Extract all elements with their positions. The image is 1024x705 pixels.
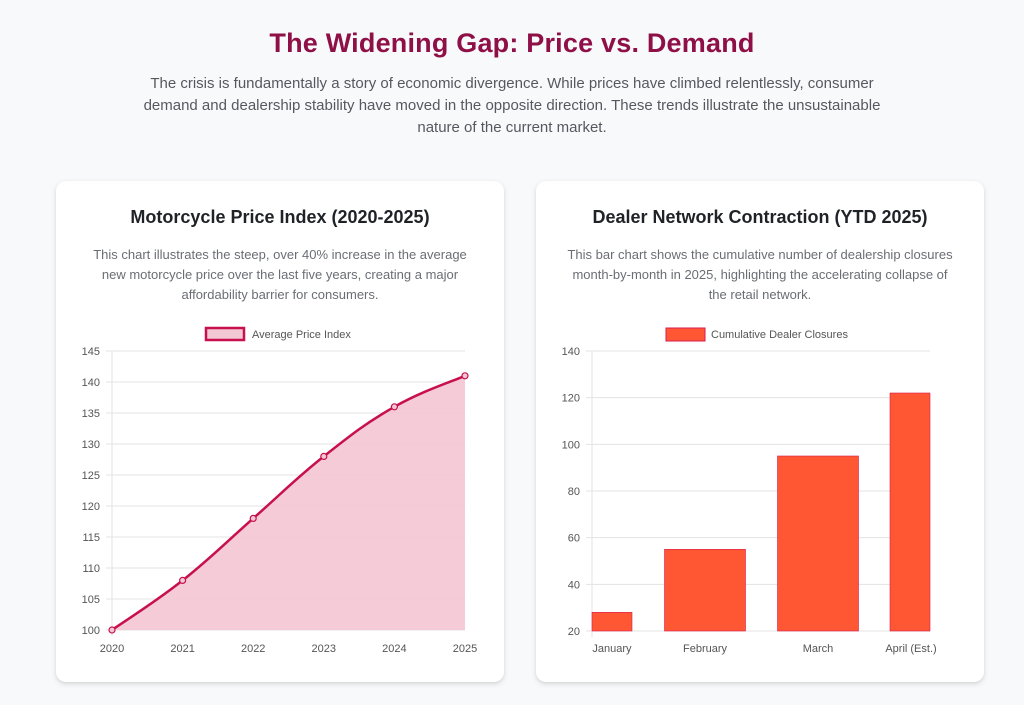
- x-tick-label: January: [592, 643, 632, 655]
- dealer-closures-card: Dealer Network Contraction (YTD 2025) Th…: [536, 181, 984, 682]
- legend-label: Cumulative Dealer Closures: [711, 329, 848, 341]
- area-fill: [112, 375, 465, 630]
- legend-swatch: [665, 327, 706, 342]
- y-tick-label: 140: [562, 346, 580, 358]
- y-tick-label: 100: [562, 439, 580, 451]
- y-tick-label: 80: [568, 486, 580, 498]
- data-point-2021: [178, 576, 187, 584]
- x-tick-label: 2021: [170, 643, 194, 655]
- y-tick-label: 105: [82, 594, 100, 606]
- card-description: This bar chart shows the cumulative numb…: [567, 247, 953, 302]
- x-tick-label: March: [803, 643, 834, 655]
- y-tick-label: 120: [82, 501, 100, 513]
- x-tick-label: 2025: [453, 643, 477, 655]
- y-tick-label: 135: [82, 408, 100, 420]
- page-title: The Widening Gap: Price vs. Demand: [269, 28, 755, 58]
- page-header: The Widening Gap: Price vs. Demand The c…: [0, 28, 1024, 139]
- data-point-2022: [249, 514, 257, 522]
- x-tick-label: 2022: [241, 643, 265, 655]
- bar-february: [664, 549, 746, 632]
- data-point-2025: [461, 372, 469, 380]
- x-tick-label: April (Est.): [885, 643, 936, 655]
- card-title: Dealer Network Contraction (YTD 2025): [592, 207, 928, 227]
- price-index-line-chart: Average Price Index 100 105 110 115 120 125 130…: [82, 326, 477, 655]
- legend-label: Average Price Index: [252, 329, 351, 341]
- dealer-closures-bar-chart: Cumulative Dealer Closures 20 40 60 80 100 120…: [562, 327, 937, 655]
- y-tick-label: 145: [82, 346, 100, 358]
- y-tick-label: 100: [82, 625, 100, 637]
- bar-april-est-: [889, 392, 931, 632]
- y-tick-label: 125: [82, 470, 100, 482]
- y-tick-label: 110: [82, 563, 100, 575]
- x-tick-label: 2024: [382, 643, 406, 655]
- x-tick-label: February: [683, 643, 728, 655]
- data-point-2024: [390, 403, 398, 411]
- x-tick-label: 2020: [100, 643, 124, 655]
- price-index-card: Motorcycle Price Index (2020-2025) This …: [56, 181, 504, 682]
- y-tick-label: 140: [82, 377, 100, 389]
- legend-swatch: [204, 326, 246, 342]
- data-point-2023: [320, 452, 328, 460]
- y-tick-label: 115: [82, 532, 100, 544]
- bar-march: [777, 455, 859, 632]
- y-tick-label: 20: [568, 626, 580, 638]
- card-description: This chart illustrates the steep, over 4…: [93, 247, 467, 302]
- card-title: Motorcycle Price Index (2020-2025): [130, 207, 430, 227]
- page-intro: The crisis is fundamentally a story of e…: [143, 75, 881, 136]
- y-tick-label: 60: [568, 533, 580, 545]
- y-tick-label: 120: [562, 393, 580, 405]
- data-point-2020: [108, 626, 116, 634]
- y-tick-label: 130: [82, 439, 100, 451]
- bar-january: [591, 612, 633, 632]
- y-tick-label: 40: [568, 579, 580, 591]
- x-tick-label: 2023: [312, 643, 336, 655]
